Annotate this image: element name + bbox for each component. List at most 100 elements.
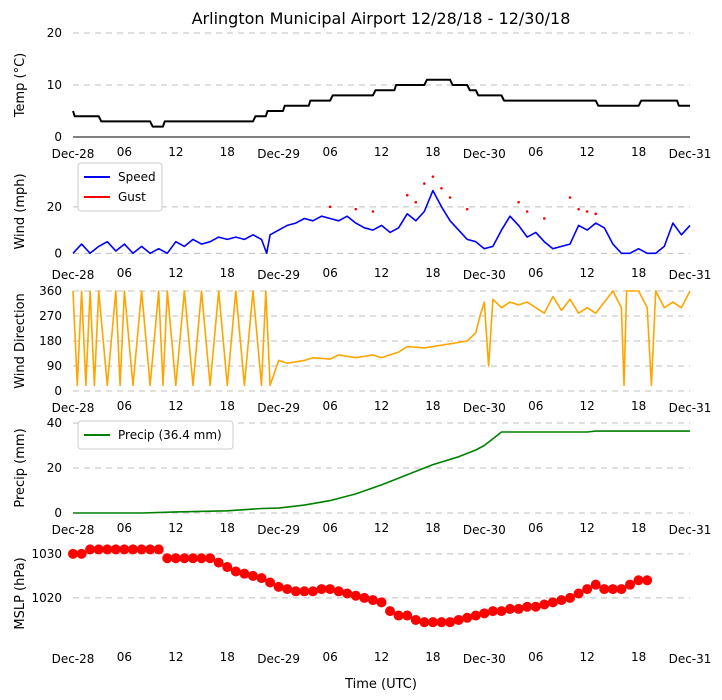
- xtick-temp-1: 06: [117, 145, 132, 159]
- point-mslp-0-13: [179, 553, 190, 564]
- point-mslp-0-51: [505, 603, 516, 614]
- point-mslp-0-45: [453, 614, 464, 625]
- point-mslp-0-33: [350, 590, 361, 601]
- xtick-wind-7: 18: [425, 266, 440, 280]
- point-wind-1-2: [371, 210, 375, 213]
- ylabel-wind: Wind (mph): [13, 173, 28, 249]
- xtick-temp-11: 18: [631, 145, 646, 159]
- series-line-dir-0: [72, 290, 691, 387]
- point-wind-1-10: [517, 200, 520, 204]
- ylabel-mslp: MSLP (hPa): [13, 557, 28, 629]
- xtick-dir-3: 18: [220, 399, 235, 413]
- xtick-mslp-6: 12: [374, 650, 389, 664]
- point-mslp-0-30: [325, 584, 336, 595]
- point-mslp-0-34: [359, 592, 370, 603]
- xtick-wind-8: Dec-30: [463, 268, 506, 282]
- point-mslp-0-15: [196, 553, 207, 564]
- ytick-wind-1: 20: [47, 200, 62, 214]
- ytick-mslp-1: 1030: [31, 547, 62, 561]
- xtick-temp-4: Dec-29: [257, 147, 300, 161]
- xtick-temp-2: 12: [168, 145, 183, 159]
- point-mslp-0-27: [299, 586, 310, 597]
- point-mslp-0-50: [496, 606, 507, 617]
- xtick-dir-8: Dec-30: [463, 401, 506, 415]
- point-mslp-0-32: [342, 588, 353, 599]
- point-mslp-0-41: [419, 617, 430, 628]
- xtick-mslp-9: 06: [528, 650, 543, 664]
- panel-wind: 0 20 Dec-28 06 12 18 Dec-29 06 12 18 Dec-30 06 12 18 D…: [13, 162, 711, 282]
- point-mslp-0-18: [222, 562, 233, 573]
- xtick-mslp-5: 06: [322, 650, 337, 664]
- point-mslp-0-21: [247, 570, 258, 581]
- point-mslp-0-1: [76, 548, 87, 559]
- xtick-mslp-12: Dec-31: [669, 652, 712, 666]
- xtick-wind-10: 12: [580, 266, 595, 280]
- point-mslp-0-9: [145, 544, 156, 555]
- xtick-dir-1: 06: [117, 399, 132, 413]
- point-wind-1-9: [465, 207, 469, 211]
- xtick-wind-1: 06: [117, 266, 132, 280]
- point-wind-1-1: [354, 207, 358, 211]
- point-mslp-0-28: [307, 586, 318, 597]
- ytick-wind-0: 0: [54, 246, 62, 260]
- point-mslp-0-52: [513, 603, 524, 614]
- ylabel-dir: Wind Direction: [13, 293, 28, 389]
- xtick-dir-10: 12: [580, 399, 595, 413]
- xtick-precip-11: 18: [631, 521, 646, 535]
- point-mslp-0-44: [445, 617, 456, 628]
- point-mslp-0-54: [530, 601, 541, 612]
- point-mslp-0-29: [316, 584, 327, 595]
- point-mslp-0-12: [170, 553, 181, 564]
- xtick-mslp-7: 18: [425, 650, 440, 664]
- ytick-precip-0: 0: [54, 506, 62, 520]
- point-mslp-0-38: [393, 610, 404, 621]
- point-mslp-0-46: [462, 612, 473, 623]
- point-mslp-0-57: [556, 595, 567, 606]
- point-mslp-0-47: [470, 610, 481, 621]
- xtick-wind-0: Dec-28: [52, 268, 95, 282]
- ytick-precip-2: 40: [47, 416, 62, 430]
- point-mslp-0-66: [633, 575, 644, 586]
- ytick-precip-1: 20: [47, 461, 62, 475]
- xtick-precip-5: 06: [322, 521, 337, 535]
- xtick-mslp-11: 18: [631, 650, 646, 664]
- chart-title: Arlington Municipal Airport 12/28/18 - 1…: [192, 9, 571, 28]
- xtick-mslp-4: Dec-29: [257, 652, 300, 666]
- xtick-temp-5: 06: [322, 145, 337, 159]
- point-mslp-0-7: [127, 544, 138, 555]
- point-mslp-0-40: [410, 614, 421, 625]
- series-line-wind-0: [72, 189, 691, 255]
- legend-precip: Precip (36.4 mm): [77, 420, 234, 450]
- point-mslp-0-25: [282, 584, 293, 595]
- ytick-dir-1: 90: [47, 359, 62, 373]
- ytick-dir-0: 0: [54, 384, 62, 398]
- ylabel-temp: Temp (°C): [13, 53, 28, 119]
- xtick-precip-9: 06: [528, 521, 543, 535]
- point-mslp-0-22: [256, 573, 267, 584]
- point-mslp-0-63: [607, 584, 618, 595]
- xtick-mslp-8: Dec-30: [463, 652, 506, 666]
- point-mslp-0-17: [213, 557, 224, 568]
- ytick-mslp-0: 1020: [31, 591, 62, 605]
- xtick-temp-7: 18: [425, 145, 440, 159]
- xtick-precip-3: 18: [220, 521, 235, 535]
- xtick-temp-6: 12: [374, 145, 389, 159]
- ytick-dir-2: 180: [39, 334, 62, 348]
- xtick-temp-0: Dec-28: [52, 147, 95, 161]
- point-mslp-0-3: [93, 544, 104, 555]
- ytick-dir-4: 360: [39, 284, 62, 298]
- xtick-mslp-3: 18: [220, 650, 235, 664]
- point-mslp-0-11: [162, 553, 173, 564]
- point-mslp-0-43: [436, 617, 447, 628]
- point-wind-1-12: [543, 217, 546, 220]
- panel-dir: 0 90 180 270 360 Dec-28 06 12 18 Dec-29 06 12 18 Dec-…: [13, 284, 711, 415]
- point-mslp-0-65: [625, 579, 636, 590]
- xtick-precip-1: 06: [117, 521, 132, 535]
- panel-mslp: 1020 1030 Dec-28 06 12 18 Dec-29 06 12 18 Dec-30 06…: [13, 544, 711, 666]
- point-mslp-0-53: [522, 601, 533, 612]
- xtick-precip-12: Dec-31: [669, 523, 712, 537]
- ytick-dir-3: 270: [39, 309, 62, 323]
- xtick-wind-6: 12: [374, 266, 389, 280]
- xtick-temp-3: 18: [220, 145, 235, 159]
- point-mslp-0-67: [642, 575, 653, 586]
